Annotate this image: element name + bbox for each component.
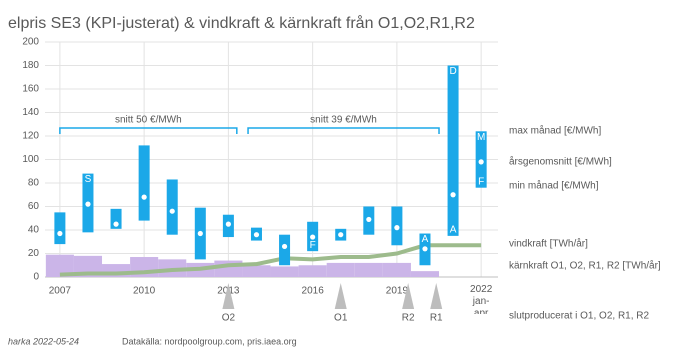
period-bracket [59, 127, 238, 134]
price-mean [422, 246, 428, 252]
closure-label: R1 [430, 313, 443, 324]
price-mean [281, 243, 288, 250]
y-tick-label: 140 [22, 107, 39, 118]
price-range [54, 212, 66, 245]
price-mean [394, 225, 400, 231]
month-label: M [477, 132, 485, 143]
y-tick-label: 40 [28, 225, 40, 236]
month-label: S [85, 174, 92, 185]
price-mean [141, 194, 147, 200]
x-tick-label: 2022 jan-apr [470, 284, 493, 314]
period-bracket [247, 127, 440, 134]
chart-title: elpris SE3 (KPI-justerat) & vindkraft & … [8, 14, 475, 32]
legend-label: vindkraft [TWh/år] [509, 238, 588, 250]
nuclear-bar [410, 271, 440, 277]
nuclear-bar [45, 254, 74, 277]
y-tick-label: 200 [22, 37, 39, 48]
legend-label: årsgenomsnitt [€/MWh] [509, 156, 612, 168]
nuclear-bar [298, 265, 327, 277]
price-mean [85, 201, 91, 207]
price-mean [253, 232, 260, 238]
author: harka 2022-05-24 [8, 336, 79, 346]
nuclear-bar [326, 262, 355, 277]
month-label: D [449, 66, 456, 77]
nuclear-bar [242, 265, 271, 277]
price-mean [169, 208, 175, 214]
x-tick-label-box: 2022 jan-apr [470, 284, 493, 314]
period-label: snitt 50 €/MWh [115, 115, 182, 126]
y-tick-label: 0 [33, 272, 39, 283]
y-tick-label: 100 [22, 154, 39, 165]
wind-line [59, 243, 482, 277]
period-label: snitt 39 €/MWh [310, 115, 377, 126]
price-mean [113, 221, 119, 227]
closure-label: R2 [402, 313, 415, 324]
legend-label: kärnkraft O1, O2, R1, R2 [TWh/år] [509, 260, 661, 272]
price-range [279, 234, 291, 266]
closures-label: slutproducerat i O1, O2, R1, R2 [509, 311, 650, 322]
price-mean [366, 216, 372, 223]
x-tick-label: 2016 [302, 286, 325, 297]
month-label: A [422, 234, 429, 245]
month-label: A [450, 225, 457, 236]
nuclear-bar [382, 262, 411, 277]
x-tick-label: 2019 [386, 286, 409, 297]
price-range [166, 179, 178, 235]
y-tick-label: 180 [22, 60, 39, 71]
y-tick-label: 160 [22, 84, 39, 95]
month-label: F [478, 176, 484, 187]
price-mean [57, 230, 63, 237]
price-mean [225, 221, 231, 227]
nuclear-bar [354, 262, 383, 277]
source: Datakälla: nordpoolgroup.com, pris.iaea.… [122, 336, 297, 346]
x-tick-label: 2007 [49, 286, 72, 297]
price-mean [197, 230, 203, 237]
closure-arrow [402, 283, 415, 309]
y-tick-label: 20 [28, 248, 40, 259]
price-mean [478, 159, 484, 165]
closure-arrow [334, 283, 347, 309]
price-range [138, 145, 150, 221]
price-mean [450, 192, 456, 198]
y-tick-label: 60 [28, 201, 40, 212]
legend-label: min månad [€/MWh] [509, 180, 599, 192]
price-mean [338, 232, 344, 238]
y-tick-label: 120 [22, 131, 39, 142]
price-mean [310, 234, 316, 240]
nuclear-bar [270, 266, 299, 277]
closure-label: O1 [334, 313, 348, 324]
price-range [110, 208, 122, 229]
month-label: F [310, 240, 316, 251]
price-range [447, 65, 459, 236]
closure-arrow [222, 283, 235, 309]
legend-label: max månad [€/MWh] [509, 125, 601, 137]
y-tick-label: 80 [28, 178, 40, 189]
closure-arrow [430, 283, 443, 309]
closure-label: O2 [222, 313, 236, 324]
x-tick-label: 2010 [133, 286, 156, 297]
